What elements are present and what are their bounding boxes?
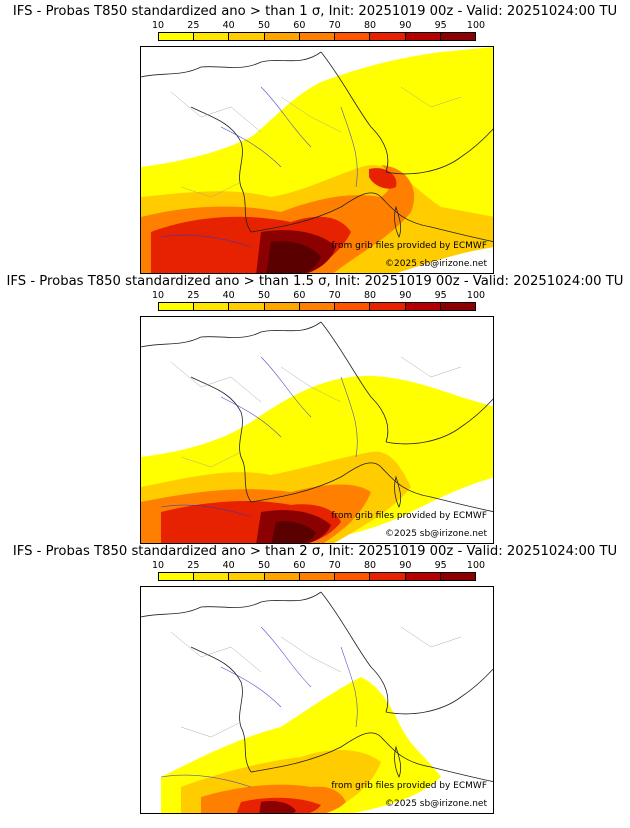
colorbar-swatch: [299, 33, 336, 40]
ecmwf-credit: from grib files provided by ECMWF: [331, 781, 487, 791]
colorbar-swatch: [370, 303, 406, 310]
colorbar-swatch: [440, 303, 475, 310]
probability-map: from grib files provided by ECMWF ©2025 …: [140, 46, 494, 274]
colorbar-tick-label: 90: [399, 290, 412, 301]
colorbar-swatch: [264, 573, 300, 580]
colorbar-swatch: [370, 33, 406, 40]
colorbar-tick-label: 95: [434, 20, 447, 31]
colorbar-swatch: [194, 303, 230, 310]
panel-title: IFS - Probas T850 standardized ano > tha…: [12, 544, 618, 559]
colorbar-swatch: [194, 573, 230, 580]
colorbar-swatch: [440, 573, 475, 580]
colorbar-tick-label: 90: [399, 20, 412, 31]
colorbar-tick-label: 80: [363, 290, 377, 301]
colorbar-tick-label: 70: [328, 20, 341, 31]
colorbar-tick-label: 100: [466, 560, 486, 571]
colorbar-swatch: [299, 573, 336, 580]
colorbar-swatch: [440, 33, 475, 40]
colorbar-swatch: [194, 33, 230, 40]
colorbar-swatch: [159, 573, 195, 580]
colorbar-tick-label: 40: [222, 560, 235, 571]
colorbar-tick-label: 70: [328, 290, 341, 301]
colorbar-swatches: [158, 32, 476, 41]
colorbar-swatch: [299, 303, 336, 310]
colorbar-tick-label: 25: [187, 290, 200, 301]
panel-title: IFS - Probas T850 standardized ano > tha…: [12, 4, 618, 19]
colorbar-tick-label: 70: [328, 560, 341, 571]
colorbar-tick-label: 10: [151, 560, 165, 571]
map-graphic: [141, 591, 493, 813]
colorbar-swatch: [229, 33, 265, 40]
colorbar-tick-label: 50: [257, 560, 271, 571]
colorbar-tick-label: 25: [187, 20, 200, 31]
colorbar-tick-label: 95: [434, 290, 447, 301]
probability-map: from grib files provided by ECMWF ©2025 …: [140, 586, 494, 814]
colorbar-swatch: [405, 573, 441, 580]
ecmwf-credit: from grib files provided by ECMWF: [331, 241, 487, 251]
colorbar-tick-label: 100: [466, 290, 486, 301]
colorbar: 10 25 40 50 60 70 80 90 95 100: [152, 20, 485, 43]
colorbar-swatch: [229, 573, 265, 580]
colorbar-swatches: [158, 302, 476, 311]
colorbar-tick-label: 60: [293, 20, 306, 31]
colorbar-tick-label: 100: [466, 20, 486, 31]
colorbar-swatch: [370, 573, 406, 580]
colorbar-tick-label: 40: [222, 20, 235, 31]
panel-title: IFS - Probas T850 standardized ano > tha…: [6, 274, 624, 289]
colorbar-swatch: [229, 303, 265, 310]
colorbar-swatch: [335, 33, 371, 40]
colorbar-tick-label: 10: [151, 20, 165, 31]
colorbar-swatch: [405, 303, 441, 310]
colorbar-tick-label: 50: [257, 20, 271, 31]
colorbar-swatches: [158, 572, 476, 581]
colorbar-tick-label: 80: [363, 20, 377, 31]
colorbar-tick-label: 50: [257, 290, 271, 301]
colorbar-tick-label: 10: [151, 290, 165, 301]
colorbar-tick-label: 60: [293, 560, 306, 571]
copyright-credit: ©2025 sb@irizone.net: [385, 799, 487, 809]
colorbar-swatch: [264, 33, 300, 40]
colorbar-swatch: [264, 303, 300, 310]
map-panel-1-5sigma: IFS - Probas T850 standardized ano > tha…: [0, 274, 630, 546]
map-graphic: [141, 321, 493, 543]
ecmwf-credit: from grib files provided by ECMWF: [331, 511, 487, 521]
map-panel-2sigma: IFS - Probas T850 standardized ano > tha…: [0, 544, 630, 828]
colorbar-swatch: [335, 303, 371, 310]
colorbar: 10 25 40 50 60 70 80 90 95 100: [152, 560, 485, 583]
colorbar-tick-label: 25: [187, 560, 200, 571]
map-panel-1sigma: IFS - Probas T850 standardized ano > tha…: [0, 4, 630, 276]
probability-map: from grib files provided by ECMWF ©2025 …: [140, 316, 494, 544]
colorbar-swatch: [335, 573, 371, 580]
colorbar-tick-label: 95: [434, 560, 447, 571]
colorbar-tick-label: 90: [399, 560, 412, 571]
colorbar-tick-label: 40: [222, 290, 235, 301]
colorbar-swatch: [159, 33, 195, 40]
copyright-credit: ©2025 sb@irizone.net: [385, 259, 487, 269]
colorbar-tick-label: 60: [293, 290, 306, 301]
colorbar-swatch: [405, 33, 441, 40]
map-graphic: [141, 47, 493, 273]
colorbar-tick-label: 80: [363, 560, 377, 571]
colorbar-swatch: [159, 303, 195, 310]
colorbar: 10 25 40 50 60 70 80 90 95 100: [152, 290, 485, 313]
copyright-credit: ©2025 sb@irizone.net: [385, 529, 487, 539]
